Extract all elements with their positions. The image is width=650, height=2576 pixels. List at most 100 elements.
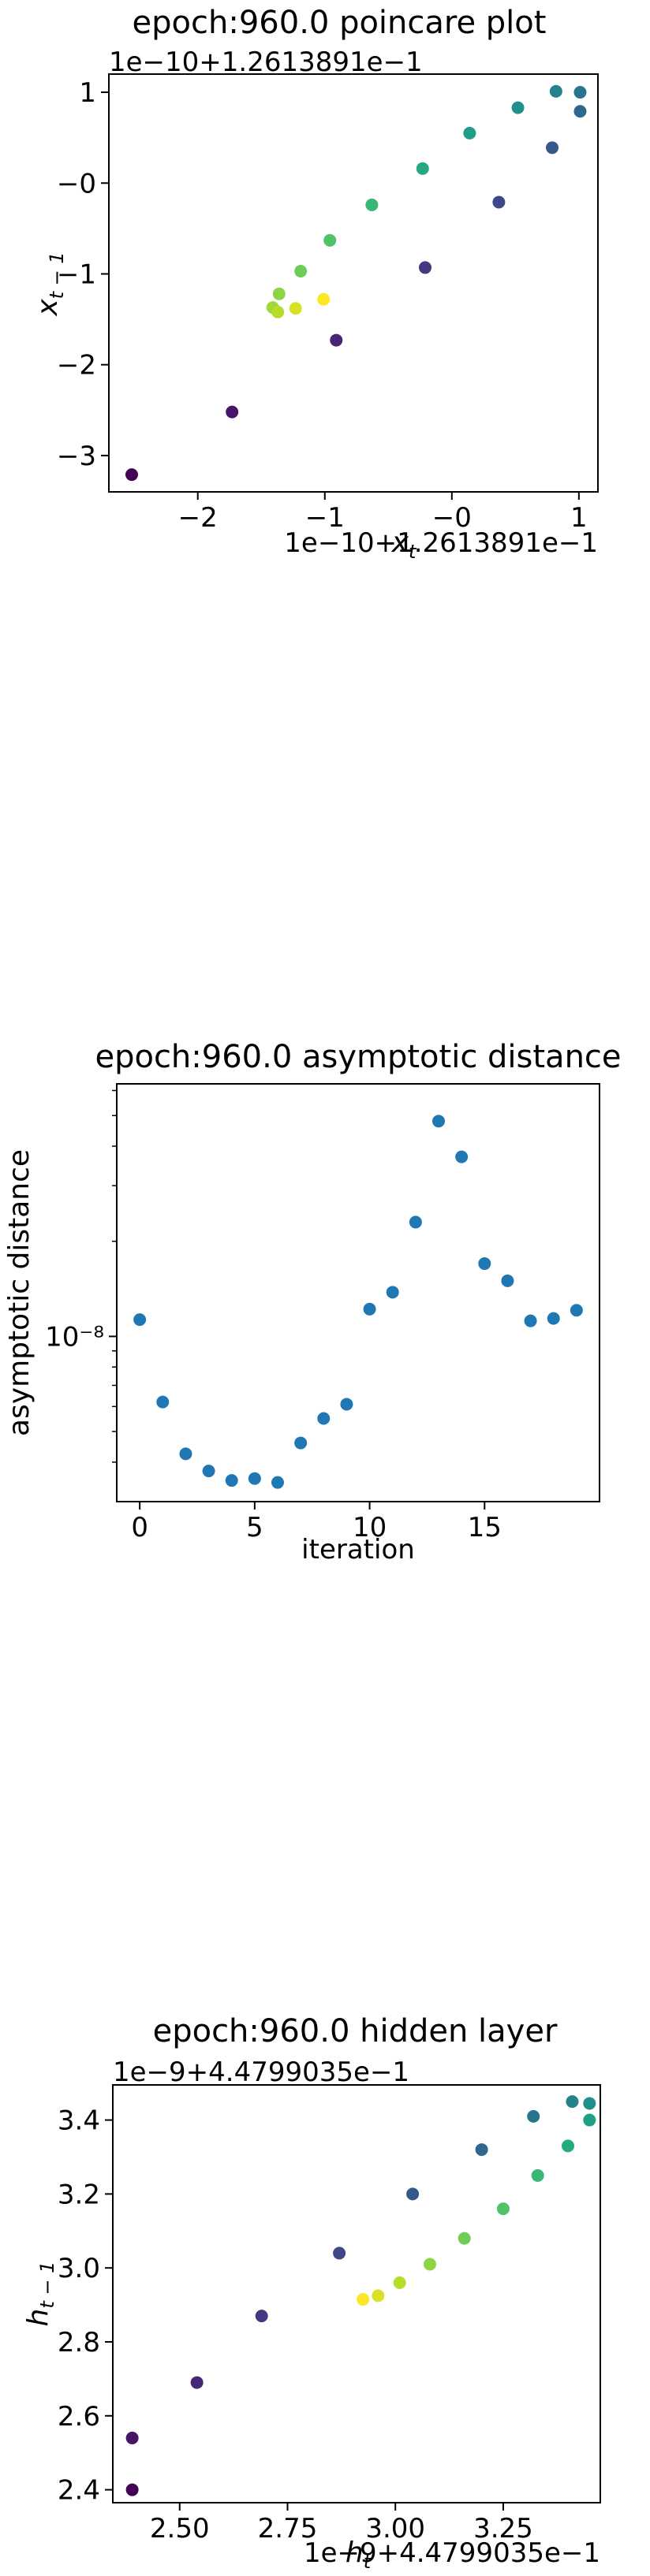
poincare-plot-frame — [108, 73, 599, 493]
scatter-point — [190, 2376, 204, 2389]
poincare-y-ticks: −3 −2 −1 −0 1 — [57, 77, 109, 472]
scatter-point — [333, 2247, 346, 2260]
y-tick-label: 10⁻⁸ — [45, 1321, 104, 1353]
x-tick-label: 2.75 — [258, 2513, 318, 2544]
poincare-y-axis-label: xt − 1 — [32, 251, 68, 316]
scatter-point — [317, 1412, 331, 1425]
poincare-x-offset-label: 1e−10+1.2613891e−1 — [284, 527, 598, 559]
scatter-point — [501, 1274, 514, 1287]
scatter-point — [255, 2310, 268, 2323]
poincare-points — [125, 84, 587, 482]
scatter-point — [248, 1472, 261, 1485]
scatter-point — [492, 195, 506, 209]
hidden-layer-y-axis-label: ht − 1 — [22, 2261, 58, 2327]
y-tick-label: −2 — [57, 350, 96, 382]
x-tick-label: 10 — [353, 1512, 387, 1543]
scatter-point — [271, 305, 285, 318]
scatter-point — [202, 1465, 215, 1478]
y-tick-label: 3.4 — [58, 2105, 100, 2137]
scatter-point — [566, 2095, 579, 2109]
scatter-point — [317, 292, 331, 306]
asymptotic-x-axis-label: iteration — [301, 1534, 415, 1565]
scatter-point — [496, 2202, 510, 2216]
scatter-point — [289, 302, 302, 315]
scatter-point — [570, 1304, 583, 1317]
asymptotic-title: epoch:960.0 asymptotic distance — [95, 1039, 621, 1075]
scatter-point — [294, 265, 308, 278]
asymptotic-points — [133, 1115, 583, 1489]
y-tick-label: 3.0 — [58, 2253, 100, 2284]
asymptotic-y-ticks: 10⁻⁸ — [45, 1089, 117, 1463]
poincare-chart: epoch:960.0 poincare plot 1e−10+1.261389… — [32, 5, 599, 563]
scatter-point — [393, 2276, 406, 2289]
scatter-point — [583, 2097, 596, 2110]
hidden-layer-title: epoch:960.0 hidden layer — [153, 2013, 558, 2049]
hidden-layer-x-offset-label: 1e−9+4.4799035e−1 — [304, 2537, 600, 2569]
x-tick-label: 1 — [570, 502, 588, 534]
poincare-y-offset-label: 1e−10+1.2613891e−1 — [109, 47, 423, 78]
asymptotic-y-axis-label: asymptotic distance — [3, 1149, 35, 1436]
x-tick-label: 2.50 — [150, 2513, 210, 2544]
scatter-point — [372, 2289, 385, 2302]
asymptotic-plot-frame — [116, 1083, 600, 1502]
scatter-point — [365, 198, 379, 211]
scatter-point — [340, 1398, 353, 1411]
scatter-point — [156, 1395, 170, 1409]
y-tick-label: 2.8 — [58, 2327, 100, 2358]
scatter-point — [272, 287, 286, 300]
scatter-point — [549, 84, 562, 98]
scatter-point — [294, 1436, 308, 1450]
poincare-x-ticks: −2 −1 −0 1 — [178, 492, 588, 534]
scatter-point — [363, 1302, 376, 1316]
scatter-point — [511, 101, 525, 114]
y-tick-label: −0 — [57, 168, 96, 199]
y-tick-label: 2.4 — [58, 2475, 100, 2507]
y-tick-label: −3 — [57, 441, 96, 472]
x-tick-label: 5 — [246, 1512, 263, 1543]
scatter-point — [455, 1150, 469, 1163]
scatter-point — [133, 1313, 147, 1327]
scatter-point — [531, 2168, 544, 2182]
x-tick-label: −2 — [178, 502, 218, 534]
scatter-point — [432, 1115, 445, 1128]
scatter-point — [357, 2293, 370, 2306]
scatter-point — [478, 1257, 491, 1271]
y-tick-label: 1 — [79, 77, 96, 109]
scatter-point — [475, 2143, 488, 2157]
scatter-point — [416, 162, 429, 175]
scatter-point — [418, 261, 431, 274]
scatter-point — [125, 2431, 139, 2444]
scatter-point — [583, 2113, 596, 2127]
x-tick-label: 15 — [468, 1512, 502, 1543]
x-tick-label: 3.00 — [365, 2513, 425, 2544]
y-tick-label: 3.2 — [58, 2179, 100, 2210]
scatter-point — [226, 405, 239, 419]
hidden-layer-y-offset-label: 1e−9+4.4799035e−1 — [113, 2057, 409, 2088]
x-tick-label: 3.25 — [473, 2513, 533, 2544]
scatter-point — [546, 141, 559, 154]
scatter-point — [125, 468, 138, 482]
x-tick-label: 0 — [131, 1512, 148, 1543]
scatter-point — [323, 233, 337, 247]
asymptotic-distance-chart: epoch:960.0 asymptotic distance 0 5 10 15 1… — [3, 1039, 622, 1565]
asymptotic-x-ticks: 0 5 10 15 — [131, 1502, 502, 1543]
y-tick-label: −1 — [57, 259, 96, 290]
scatter-point — [179, 1447, 192, 1461]
scatter-point — [225, 1474, 238, 1487]
scatter-point — [271, 1476, 284, 1489]
scatter-point — [573, 105, 587, 118]
hidden-layer-plot-frame — [112, 2084, 601, 2503]
scatter-point — [547, 1312, 560, 1325]
scatter-point — [524, 1314, 537, 1327]
scatter-point — [458, 2232, 471, 2245]
hidden-layer-points — [125, 2095, 596, 2496]
scatter-point — [463, 126, 476, 140]
poincare-title: epoch:960.0 poincare plot — [133, 5, 547, 41]
scatter-point — [409, 1215, 422, 1229]
y-tick-label: 2.6 — [58, 2401, 100, 2433]
hidden-layer-x-ticks: 2.50 2.75 3.00 3.25 — [150, 2503, 533, 2544]
scatter-point — [125, 2483, 139, 2496]
scatter-point — [573, 86, 587, 99]
x-tick-label: −0 — [432, 502, 472, 534]
